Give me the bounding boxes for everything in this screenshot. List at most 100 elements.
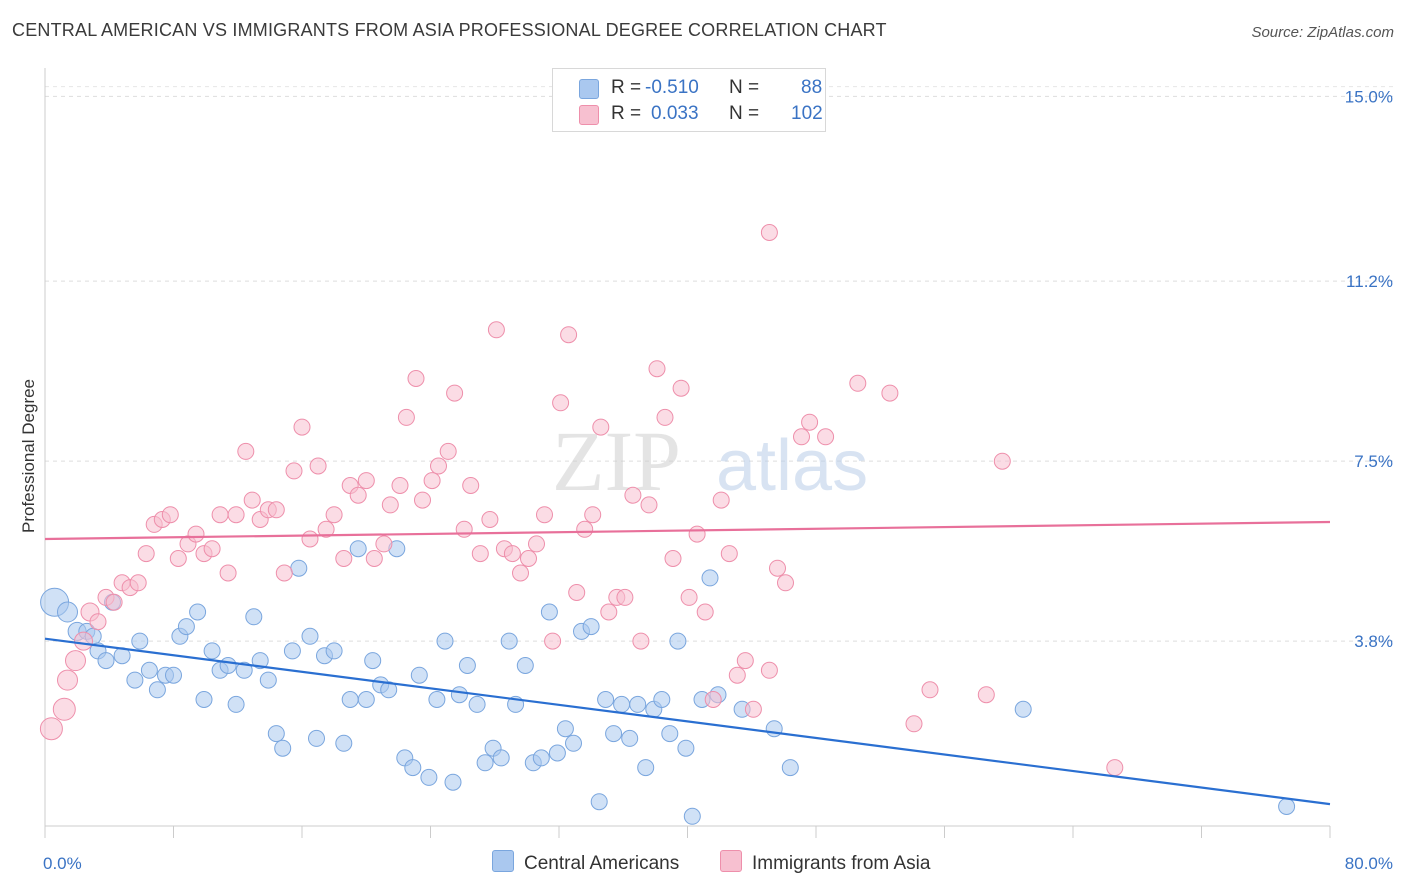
immigrants-asia-point (552, 394, 570, 412)
central-americans-point (404, 759, 422, 777)
immigrants-asia-point (528, 535, 545, 553)
central-americans-point (590, 793, 608, 811)
immigrants-asia-point (720, 545, 738, 563)
immigrants-asia-point (600, 603, 618, 621)
immigrants-asia-point (325, 506, 343, 524)
immigrants-asia-point (446, 384, 464, 402)
immigrants-asia-point (736, 652, 754, 670)
immigrants-asia-point (423, 472, 441, 490)
immigrants-asia-point (397, 408, 415, 426)
central-americans-point (476, 754, 494, 772)
immigrants-asia-point (74, 631, 93, 651)
central-americans-point (349, 540, 367, 558)
immigrants-asia-point (414, 491, 431, 509)
immigrants-asia-point (632, 632, 650, 650)
central-americans-point (203, 642, 221, 660)
central-americans-point (380, 681, 398, 699)
central-americans-point (131, 632, 149, 650)
central-americans-point (341, 691, 359, 708)
immigrants-asia-point (503, 545, 521, 563)
immigrants-asia-point (793, 428, 810, 446)
legend-box: R = -0.510 N = 88 R = 0.033 N = 102 (552, 68, 826, 132)
chart-title: CENTRAL AMERICAN VS IMMIGRANTS FROM ASIA… (12, 20, 887, 40)
legend-r-label: R = (611, 103, 642, 124)
immigrants-asia-point (728, 666, 746, 684)
immigrants-asia-point (243, 491, 261, 509)
immigrants-asia-point (640, 496, 658, 514)
x-tick-label: 0.0% (43, 854, 82, 873)
immigrants-asia-point (57, 669, 78, 691)
central-americans-point (165, 666, 182, 684)
immigrants-asia-point (592, 418, 610, 436)
immigrants-asia-point (211, 506, 229, 524)
tick-labels: 3.8% 7.5% 11.2% 15.0% 0.0% 80.0% (43, 87, 1393, 873)
immigrants-asia-point (616, 588, 634, 606)
immigrants-asia-point (237, 442, 255, 460)
central-americans-point (661, 725, 679, 743)
trend-lines (44, 520, 1331, 806)
immigrants-asia-point (680, 588, 698, 606)
central-americans-point (436, 632, 454, 650)
immigrants-asia-point (624, 486, 642, 504)
central-americans-point (1278, 798, 1296, 815)
immigrants-asia-point (688, 525, 706, 543)
immigrants-asia-point (905, 715, 923, 733)
immigrants-asia-point (512, 564, 529, 582)
immigrants-asia-point (760, 661, 778, 679)
central-americans-point (556, 720, 574, 738)
legend-r-value: -0.510 (645, 77, 699, 98)
central-americans-point (195, 691, 213, 708)
immigrants-asia-point (977, 686, 995, 704)
immigrants-asia-point (89, 613, 107, 631)
central-americans-point (227, 695, 245, 713)
immigrants-asia-point (275, 564, 293, 582)
immigrants-asia-point (560, 326, 578, 344)
central-americans-point (235, 661, 253, 679)
central-americans-point (283, 642, 301, 660)
legend-r-label: R = (611, 77, 642, 98)
legend-n-label: N = (729, 103, 760, 124)
immigrants-asia-point (664, 550, 682, 567)
central-americans-point (189, 603, 207, 621)
legend-swatch-pink (579, 105, 599, 125)
immigrants-asia-point (455, 520, 473, 538)
immigrants-asia-point (801, 413, 819, 431)
immigrants-asia-point (227, 506, 245, 524)
immigrants-asia-point (576, 520, 594, 538)
immigrants-asia-point (52, 697, 76, 721)
central-americans-point (548, 744, 566, 762)
immigrants-asia-point (407, 370, 425, 387)
central-americans-point (444, 773, 462, 791)
immigrants-asia-point (993, 452, 1011, 470)
central-americans-point (781, 759, 799, 777)
immigrants-asia-point (462, 477, 480, 494)
central-americans-point (420, 768, 438, 786)
immigrants-asia-point (696, 603, 714, 621)
y-axis-label: Professional Degree (19, 379, 38, 533)
watermark-zip: ZIP (552, 413, 681, 509)
immigrants-asia-point (849, 374, 867, 392)
grid-lines (45, 86, 1395, 642)
immigrants-asia-point (881, 384, 899, 402)
central-americans-point (492, 749, 510, 767)
central-americans-point (410, 666, 428, 684)
bottom-legend-label: Immigrants from Asia (752, 853, 931, 874)
immigrants-asia-trend-line (44, 520, 1331, 541)
legend-r-value: 0.033 (651, 103, 699, 124)
central-americans-point (97, 652, 115, 670)
bottom-legend-central-americans: Central Americans (492, 850, 679, 875)
immigrants-asia-point (335, 550, 353, 567)
central-americans-point (428, 691, 446, 708)
y-tick-label: 11.2% (1346, 272, 1393, 291)
immigrants-asia-point (391, 477, 409, 494)
central-americans-point (57, 601, 78, 623)
immigrants-asia-point (219, 564, 237, 582)
immigrants-asia-point (430, 457, 447, 475)
immigrants-asia-point (672, 379, 690, 397)
immigrants-asia-point (285, 462, 303, 480)
central-americans-point (245, 608, 263, 626)
immigrants-asia-point (760, 224, 778, 241)
immigrants-asia-point (584, 506, 602, 524)
immigrants-asia-point (161, 506, 179, 524)
